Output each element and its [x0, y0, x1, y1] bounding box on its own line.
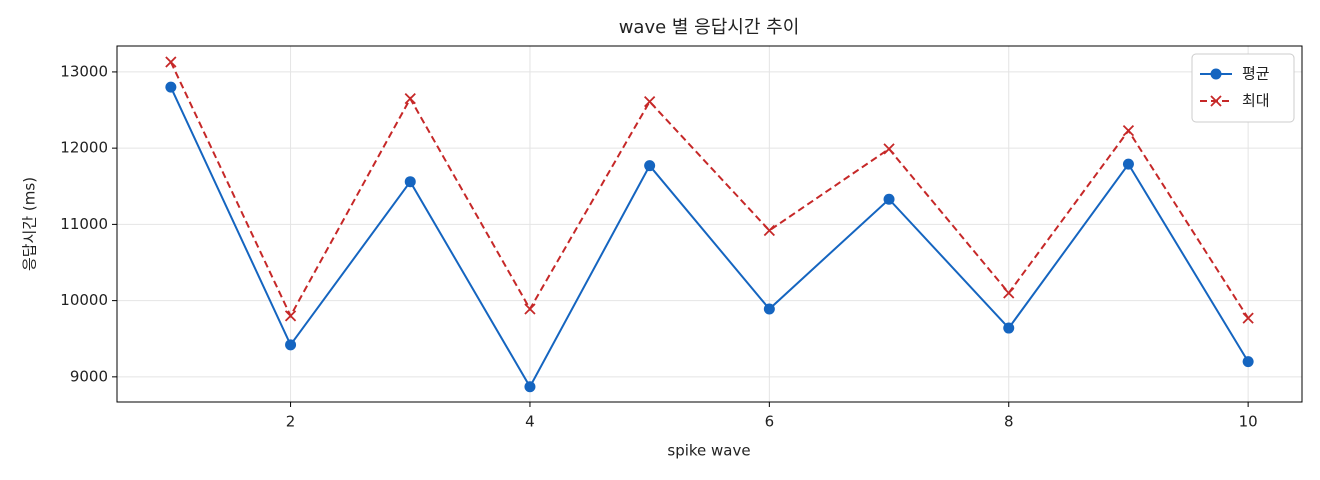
point: [763, 303, 775, 315]
x-axis-label: spike wave: [667, 442, 750, 460]
chart-title: wave 별 응답시간 추이: [619, 17, 800, 38]
point: [644, 160, 656, 172]
point: [404, 176, 416, 188]
legend-label: 최대: [1242, 92, 1270, 110]
x-tick-label: 4: [525, 413, 535, 431]
line: [169, 61, 1249, 319]
legend-marker: [1210, 68, 1222, 80]
point: [1003, 287, 1015, 299]
y-tick-label: 10000: [60, 291, 108, 309]
point: [763, 224, 775, 237]
point: [883, 193, 895, 205]
point: [165, 56, 177, 68]
point: [165, 81, 177, 93]
point: [883, 143, 895, 155]
y-tick-label: 11000: [60, 215, 108, 233]
x-tick-label: 8: [1004, 413, 1014, 431]
point: [1122, 158, 1134, 170]
legend-label: 평균: [1242, 65, 1270, 83]
legend-marker: [1210, 95, 1222, 107]
y-tick-label: 13000: [60, 62, 108, 80]
point: [1003, 322, 1015, 334]
point: [285, 339, 297, 351]
point: [1242, 312, 1254, 324]
x-tick-label: 6: [765, 413, 775, 431]
y-tick-label: 9000: [70, 367, 108, 385]
point: [1122, 124, 1135, 137]
y-axis-label: 응답시간 (ms): [21, 177, 39, 271]
point: [524, 303, 536, 315]
x-tick-label: 2: [286, 413, 296, 431]
point: [284, 310, 297, 322]
point: [644, 96, 656, 108]
point: [1242, 356, 1254, 368]
plot-frame: [116, 45, 1303, 403]
x-tick-label: 10: [1239, 413, 1258, 431]
point: [524, 381, 536, 393]
point: [404, 92, 416, 105]
y-tick-label: 12000: [60, 139, 108, 157]
line: [169, 86, 1249, 389]
